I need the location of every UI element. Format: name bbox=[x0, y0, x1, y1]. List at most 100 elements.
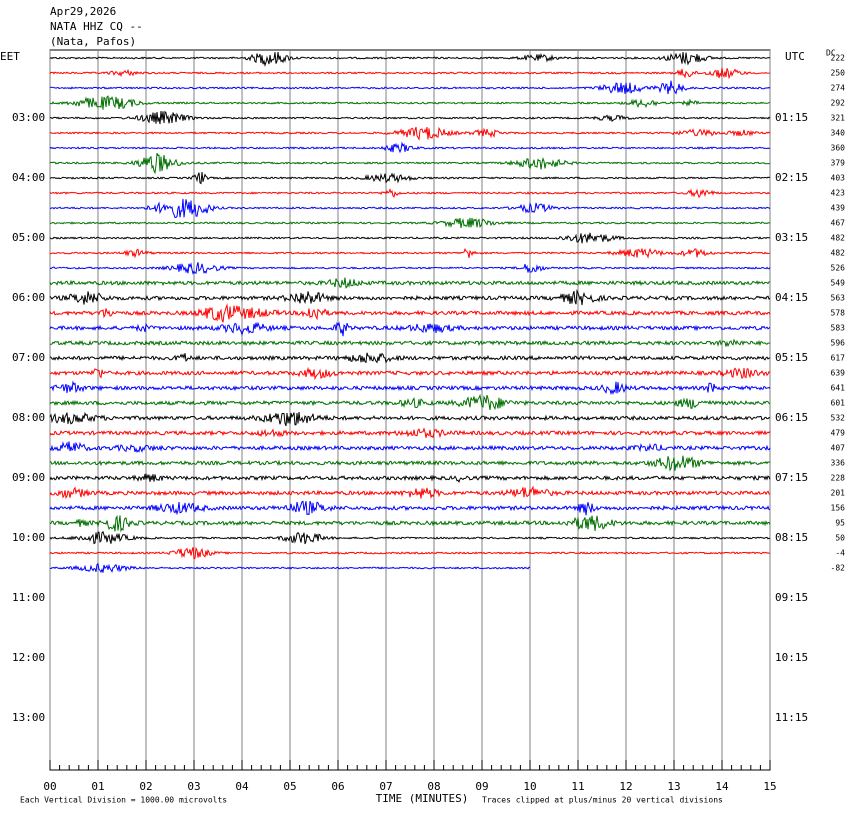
dc-label: 403 bbox=[831, 174, 846, 183]
right-time-label: 03:15 bbox=[775, 231, 808, 244]
trace bbox=[49, 366, 771, 381]
right-time-label: 09:15 bbox=[775, 591, 808, 604]
dc-label: 479 bbox=[831, 429, 846, 438]
trace bbox=[49, 141, 771, 154]
dc-label: 601 bbox=[831, 399, 846, 408]
trace bbox=[49, 110, 771, 125]
dc-title: DC bbox=[826, 49, 836, 58]
dc-label: 482 bbox=[831, 249, 846, 258]
dc-label: 222 bbox=[831, 54, 846, 63]
dc-label: 407 bbox=[831, 444, 846, 453]
trace bbox=[49, 51, 771, 68]
dc-label: 379 bbox=[831, 159, 846, 168]
right-time-label: 08:15 bbox=[775, 531, 808, 544]
x-tick-label: 06 bbox=[331, 780, 344, 793]
dc-label: 596 bbox=[831, 339, 846, 348]
dc-label: 95 bbox=[835, 519, 845, 528]
footer-left: Each Vertical Division = 1000.00 microvo… bbox=[20, 796, 227, 805]
trace bbox=[49, 153, 771, 175]
x-tick-label: 01 bbox=[91, 780, 104, 793]
x-tick-label: 09 bbox=[475, 780, 488, 793]
dc-label: 639 bbox=[831, 369, 846, 378]
trace bbox=[49, 247, 770, 259]
left-time-label: 11:00 bbox=[12, 591, 45, 604]
left-time-label: 12:00 bbox=[12, 651, 45, 664]
x-tick-label: 12 bbox=[619, 780, 632, 793]
right-time-label: 06:15 bbox=[775, 411, 808, 424]
trace bbox=[49, 455, 771, 472]
location: (Nata, Pafos) bbox=[50, 35, 136, 48]
trace bbox=[49, 441, 771, 453]
right-time-label: 10:15 bbox=[775, 651, 808, 664]
x-tick-label: 11 bbox=[571, 780, 584, 793]
trace bbox=[49, 485, 771, 500]
x-tick-label: 07 bbox=[379, 780, 392, 793]
trace bbox=[49, 232, 771, 244]
trace bbox=[49, 95, 771, 110]
left-zone: EET bbox=[0, 50, 20, 63]
dc-label: 439 bbox=[831, 204, 846, 213]
dc-label: 583 bbox=[831, 324, 846, 333]
dc-label: 340 bbox=[831, 129, 846, 138]
dc-label: 360 bbox=[831, 144, 846, 153]
right-time-label: 11:15 bbox=[775, 711, 808, 724]
dc-label: 532 bbox=[831, 414, 846, 423]
left-time-label: 13:00 bbox=[12, 711, 45, 724]
left-time-label: 06:00 bbox=[12, 291, 45, 304]
footer-right: Traces clipped at plus/minus 20 vertical… bbox=[482, 796, 723, 805]
trace bbox=[49, 500, 771, 516]
dc-label: 321 bbox=[831, 114, 846, 123]
trace bbox=[49, 126, 771, 141]
dc-label: 482 bbox=[831, 234, 846, 243]
station: NATA HHZ CQ -- bbox=[50, 20, 143, 33]
trace bbox=[49, 473, 771, 484]
dc-label: 50 bbox=[835, 534, 845, 543]
right-time-label: 04:15 bbox=[775, 291, 808, 304]
dc-label: -82 bbox=[831, 564, 846, 573]
x-tick-label: 04 bbox=[235, 780, 249, 793]
trace bbox=[49, 188, 771, 199]
dc-label: 336 bbox=[831, 459, 846, 468]
left-time-label: 08:00 bbox=[12, 411, 45, 424]
right-time-label: 07:15 bbox=[775, 471, 808, 484]
trace bbox=[49, 546, 771, 560]
dc-label: 156 bbox=[831, 504, 846, 513]
dc-label: 292 bbox=[831, 99, 846, 108]
plot-frame bbox=[49, 49, 771, 771]
date: Apr29,2026 bbox=[50, 5, 116, 18]
left-time-label: 05:00 bbox=[12, 231, 45, 244]
right-zone: UTC bbox=[785, 50, 805, 63]
dc-label: 641 bbox=[831, 384, 846, 393]
dc-label: 578 bbox=[831, 309, 846, 318]
trace bbox=[49, 338, 770, 348]
trace bbox=[49, 352, 771, 364]
trace bbox=[49, 198, 771, 219]
left-time-label: 03:00 bbox=[12, 111, 45, 124]
trace bbox=[49, 411, 771, 427]
trace bbox=[49, 171, 770, 185]
trace bbox=[50, 217, 771, 229]
dc-label: -4 bbox=[835, 549, 845, 558]
right-time-label: 01:15 bbox=[775, 111, 808, 124]
left-time-label: 04:00 bbox=[12, 171, 45, 184]
right-time-label: 05:15 bbox=[775, 351, 808, 364]
x-tick-label: 02 bbox=[139, 780, 152, 793]
trace bbox=[49, 393, 771, 410]
dc-label: 617 bbox=[831, 354, 846, 363]
dc-label: 274 bbox=[831, 84, 846, 93]
x-tick-label: 15 bbox=[763, 780, 776, 793]
dc-label: 423 bbox=[831, 189, 846, 198]
x-tick-label: 05 bbox=[283, 780, 296, 793]
x-tick-label: 03 bbox=[187, 780, 200, 793]
left-time-label: 07:00 bbox=[12, 351, 45, 364]
trace bbox=[49, 380, 771, 396]
dc-label: 228 bbox=[831, 474, 846, 483]
trace bbox=[49, 289, 771, 306]
left-time-label: 10:00 bbox=[12, 531, 45, 544]
x-tick-label: 00 bbox=[43, 780, 56, 793]
trace bbox=[49, 562, 531, 574]
dc-label: 250 bbox=[831, 69, 846, 78]
trace bbox=[49, 67, 771, 80]
right-time-label: 02:15 bbox=[775, 171, 808, 184]
